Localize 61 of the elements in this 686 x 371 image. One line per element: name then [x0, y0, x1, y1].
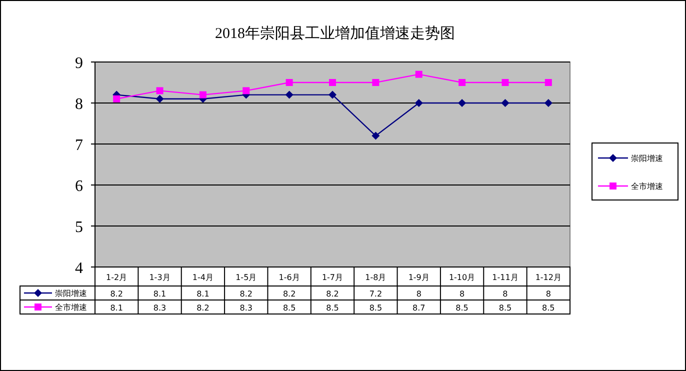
data-label: 8.2 — [240, 290, 253, 298]
point — [544, 99, 552, 107]
point — [501, 99, 510, 107]
point — [372, 79, 380, 86]
point — [328, 90, 336, 99]
x-tick-label: 1-8月 — [365, 273, 386, 282]
data-label: 8.5 — [542, 304, 555, 312]
data-label: 8.3 — [153, 304, 166, 312]
data-label: 8.1 — [153, 290, 166, 298]
y-tick-label: 4 — [75, 260, 83, 277]
data-label: 8.5 — [498, 304, 512, 312]
point — [329, 79, 336, 86]
x-tick-label: 1-3月 — [149, 273, 170, 282]
data-label: 8 — [416, 290, 422, 298]
data-label: 8.5 — [326, 304, 339, 312]
point — [199, 91, 206, 98]
y-tick-label: 8 — [75, 96, 83, 113]
chart-title: 2018年崇阳县工业增加值增速走势图 — [215, 25, 455, 42]
point — [156, 94, 164, 103]
point — [286, 79, 293, 86]
data-label: 8.2 — [196, 304, 210, 312]
data-label: 7.2 — [369, 290, 382, 298]
x-tick-label: 1-2月 — [106, 273, 128, 282]
point — [156, 87, 164, 94]
x-tick-label: 1-5月 — [236, 273, 257, 282]
data-label: 8.1 — [196, 290, 210, 298]
x-tick-label: 1-7月 — [322, 273, 344, 282]
x-tick-label: 1-11月 — [492, 273, 518, 282]
point — [458, 99, 466, 107]
data-label: 8.5 — [282, 304, 296, 312]
point — [458, 79, 466, 86]
x-tick-label: 1-12月 — [535, 273, 562, 282]
x-tick-label: 1-9月 — [408, 273, 430, 282]
point — [544, 79, 552, 86]
y-tick-label: 9 — [75, 55, 83, 72]
point — [113, 95, 120, 102]
point — [415, 70, 422, 78]
data-label: 8.1 — [110, 304, 123, 312]
x-tick-label: 1-4月 — [192, 273, 214, 282]
data-label: 8 — [502, 290, 508, 298]
data-label: 8.2 — [110, 290, 123, 298]
legend-label: 崇阳增速 — [631, 154, 663, 163]
data-label: 8 — [460, 290, 465, 298]
y-tick-label: 6 — [75, 178, 83, 195]
data-label: 8.7 — [412, 304, 426, 312]
point — [414, 99, 423, 107]
point — [242, 87, 250, 94]
x-tick-label: 1-6月 — [278, 273, 300, 282]
point — [372, 132, 380, 140]
x-tick-label: 1-10月 — [448, 273, 476, 282]
point — [285, 90, 294, 99]
data-label: 8.2 — [326, 290, 339, 298]
y-tick-label: 5 — [75, 219, 83, 236]
data-label: 8.3 — [240, 304, 253, 312]
data-label: 8.5 — [369, 304, 382, 312]
data-label: 8.2 — [282, 290, 296, 298]
legend-label: 全市增速 — [631, 182, 663, 191]
data-label: 8 — [546, 290, 551, 298]
y-tick-label: 7 — [75, 137, 83, 154]
point — [502, 79, 509, 86]
data-label: 8.5 — [456, 304, 468, 312]
